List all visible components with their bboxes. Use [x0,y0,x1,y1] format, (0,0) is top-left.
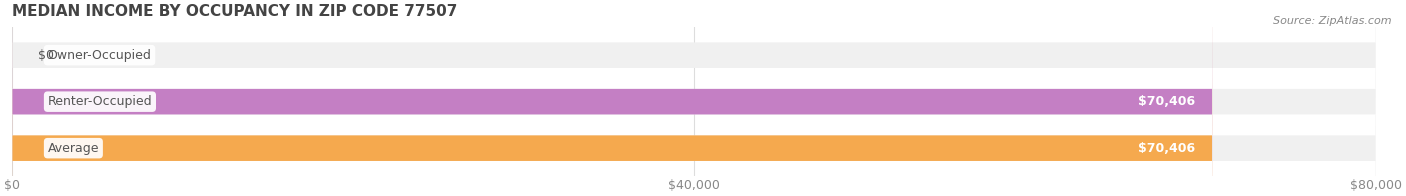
Text: $70,406: $70,406 [1137,95,1195,108]
FancyBboxPatch shape [13,0,1376,196]
Text: $70,406: $70,406 [1137,142,1195,155]
Text: Average: Average [48,142,98,155]
Text: $0: $0 [38,49,53,62]
Text: Owner-Occupied: Owner-Occupied [48,49,152,62]
FancyBboxPatch shape [13,0,1212,196]
Text: MEDIAN INCOME BY OCCUPANCY IN ZIP CODE 77507: MEDIAN INCOME BY OCCUPANCY IN ZIP CODE 7… [13,4,457,19]
FancyBboxPatch shape [13,0,1376,196]
FancyBboxPatch shape [13,0,1212,196]
Text: Source: ZipAtlas.com: Source: ZipAtlas.com [1274,16,1392,26]
Text: Renter-Occupied: Renter-Occupied [48,95,152,108]
FancyBboxPatch shape [13,0,1376,196]
